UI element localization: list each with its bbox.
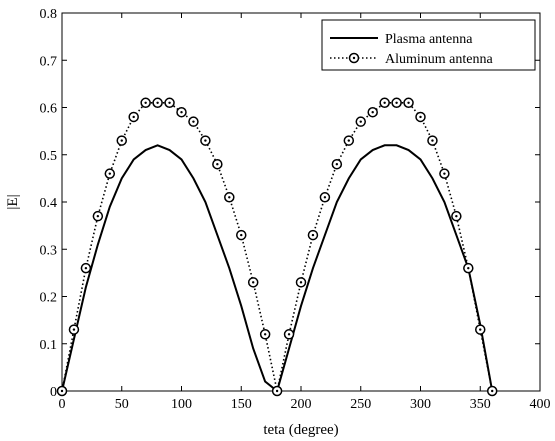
data-point-center — [72, 328, 76, 331]
y-axis-label: |E| — [5, 194, 21, 209]
data-point-center — [359, 120, 362, 123]
data-point-center — [383, 101, 386, 104]
data-point-center — [395, 101, 398, 104]
y-tick-label: 0.3 — [40, 243, 58, 258]
data-point-center — [180, 111, 183, 114]
data-point-center — [132, 115, 135, 119]
y-tick-label: 0.1 — [40, 338, 58, 353]
data-point-center — [455, 214, 458, 218]
axis-ticks: 0 50 100 150 200 250 300 350 400 0 0.1 0.2 0.3 0.4 0.5… — [40, 7, 551, 412]
data-point-center — [216, 163, 219, 166]
data-point-center — [204, 139, 207, 142]
data-point-center — [144, 101, 147, 104]
x-tick-label: 350 — [470, 397, 491, 412]
x-tick-label: 50 — [115, 397, 129, 412]
x-tick-label: 300 — [410, 397, 431, 412]
data-point-center — [407, 101, 410, 104]
data-point-center — [335, 163, 339, 166]
legend-label-plasma: Plasma antenna — [385, 32, 473, 47]
data-point-center — [252, 281, 255, 284]
plot-area — [61, 12, 541, 392]
data-point-center — [263, 333, 267, 336]
data-point-center — [443, 172, 446, 175]
data-point-center — [347, 139, 350, 142]
x-tick-label: 150 — [231, 397, 252, 412]
y-tick-label: 0.2 — [40, 291, 58, 306]
y-tick-label: 0 — [50, 385, 57, 400]
data-point-center — [419, 115, 422, 119]
data-point-center — [120, 139, 123, 142]
y-tick-label: 0.6 — [40, 102, 58, 117]
data-point-center — [240, 233, 243, 237]
data-point-center — [323, 196, 327, 199]
data-point-center — [311, 233, 315, 237]
data-point-center — [192, 120, 195, 123]
legend: Plasma antenna Aluminum antenna — [321, 19, 536, 71]
y-tick-label: 0.4 — [40, 196, 58, 211]
data-point-center — [491, 389, 494, 393]
series-layer — [56, 97, 498, 397]
x-axis-label: teta (degree) — [263, 422, 338, 438]
y-tick-label: 0.8 — [40, 7, 58, 22]
data-point-center — [299, 281, 303, 284]
data-point-center — [467, 266, 470, 270]
x-tick-label: 400 — [530, 397, 551, 412]
x-tick-label: 200 — [291, 397, 312, 412]
x-tick-label: 100 — [171, 397, 192, 412]
x-tick-label: 0 — [59, 397, 66, 412]
data-point-center — [60, 389, 64, 393]
data-point-center — [108, 172, 112, 175]
data-point-center — [371, 111, 374, 114]
x-tick-label: 250 — [350, 397, 371, 412]
data-point-center — [287, 333, 291, 336]
data-point-center — [275, 389, 279, 393]
data-point-center — [431, 139, 434, 142]
data-point-center — [156, 101, 159, 104]
y-tick-label: 0.7 — [40, 54, 58, 69]
data-point-center — [96, 214, 100, 218]
data-point-center — [84, 266, 88, 270]
data-point-center — [168, 101, 171, 104]
legend-marker-aluminum-dot — [352, 56, 356, 60]
y-tick-label: 0.5 — [40, 149, 58, 164]
legend-label-aluminum: Aluminum antenna — [385, 52, 493, 67]
data-point-center — [228, 196, 231, 199]
data-point-center — [479, 328, 482, 331]
